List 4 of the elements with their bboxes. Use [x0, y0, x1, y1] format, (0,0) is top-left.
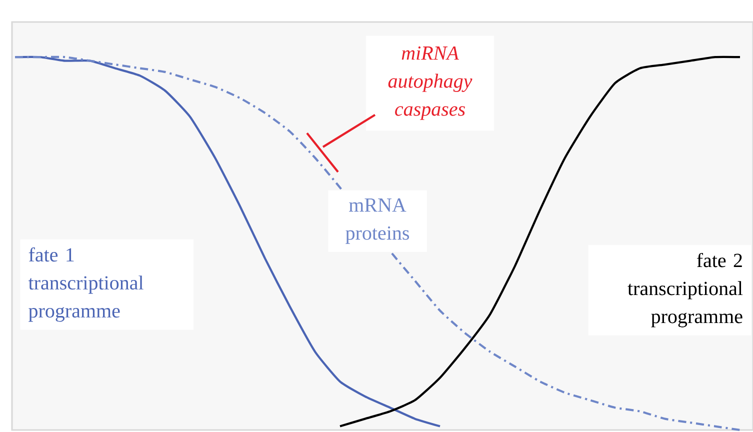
annotation: miRNA autophagy caspases: [388, 46, 472, 120]
text: fate 2 transcriptional programme: [628, 252, 743, 328]
series-label: mRNA proteins: [346, 198, 409, 244]
text: fate 1 transcriptional programme: [28, 247, 144, 322]
